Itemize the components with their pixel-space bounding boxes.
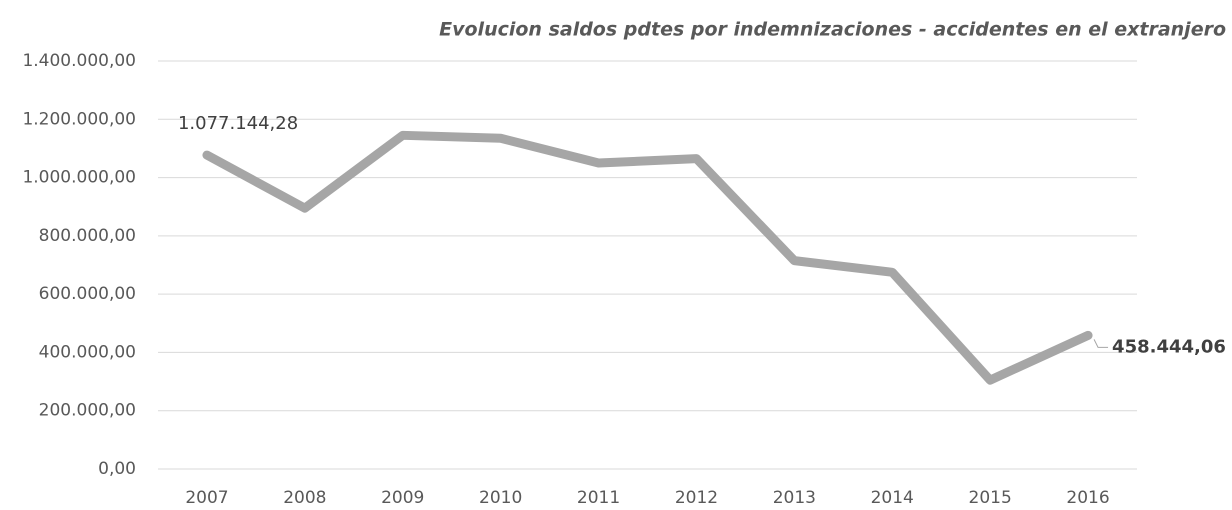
chart-title: Evolucion saldos pdtes por indemnizacion… xyxy=(439,19,1226,41)
y-tick-label: 400.000,00 xyxy=(39,342,136,362)
line-series xyxy=(202,130,1093,385)
x-tick-label: 2011 xyxy=(577,488,620,508)
y-tick-label: 1.000.000,00 xyxy=(22,168,136,188)
x-tick-label: 2015 xyxy=(969,488,1012,508)
y-tick-label: 0,00 xyxy=(98,459,136,479)
x-tick-label: 2016 xyxy=(1066,488,1109,508)
y-tick-label: 200.000,00 xyxy=(39,401,136,421)
x-tick-label: 2007 xyxy=(185,488,228,508)
y-tick-label: 1.400.000,00 xyxy=(22,51,136,71)
data-label: 458.444,06 xyxy=(1112,336,1226,357)
x-tick-label: 2012 xyxy=(675,488,718,508)
x-tick-label: 2013 xyxy=(773,488,816,508)
label-leader xyxy=(1093,339,1109,348)
x-tick-label: 2014 xyxy=(871,488,914,508)
data-label: 1.077.144,28 xyxy=(178,113,298,134)
x-tick-label: 2009 xyxy=(381,488,424,508)
x-tick-label: 2008 xyxy=(283,488,326,508)
x-tick-label: 2010 xyxy=(479,488,522,508)
y-tick-label: 800.000,00 xyxy=(39,226,136,246)
y-tick-label: 1.200.000,00 xyxy=(22,109,136,129)
y-tick-label: 600.000,00 xyxy=(39,284,136,304)
